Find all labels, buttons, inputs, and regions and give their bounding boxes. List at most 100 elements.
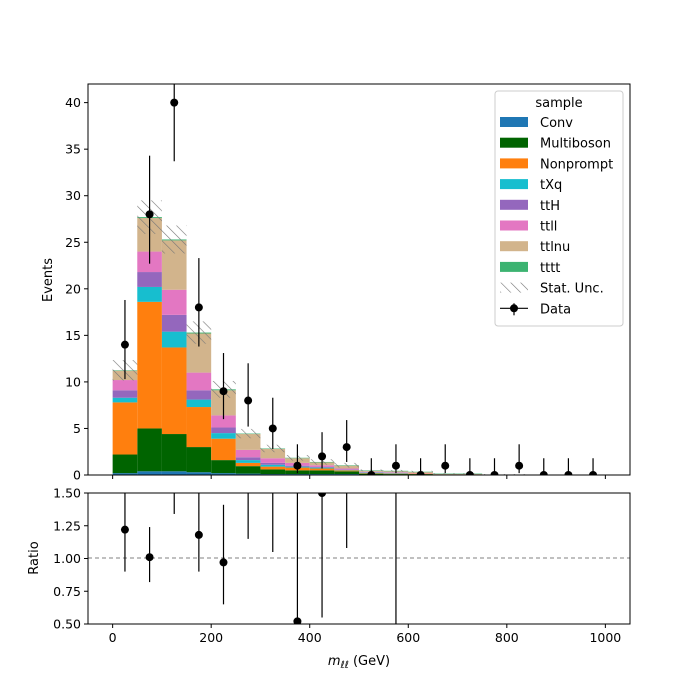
legend-title: sample <box>535 96 582 111</box>
data-point-5 <box>244 396 253 405</box>
y-tick-label-10: 10 <box>65 374 81 389</box>
x-axis-label-unit: (GeV) <box>349 654 390 669</box>
bar-multiboson-9 <box>334 471 359 475</box>
legend-swatch-nonprompt <box>500 158 528 169</box>
main-y-axis: 0 5 10 15 20 25 30 35 40 <box>65 95 88 483</box>
bar-txq-6 <box>260 464 286 467</box>
bar-multiboson-0 <box>112 454 138 474</box>
y-tick-label-5: 5 <box>73 421 81 436</box>
stacked-bars <box>112 217 532 475</box>
legend-label-conv: Conv <box>540 116 573 131</box>
legend-swatch-stat-unc <box>500 282 528 293</box>
bar-ttll-9 <box>334 468 359 470</box>
data-point-11 <box>391 461 400 470</box>
stat-unc-band-9 <box>334 462 359 468</box>
ratio-point-0 <box>120 525 129 534</box>
bar-ttlnu-6 <box>260 448 286 459</box>
x-axis-label-base: m <box>328 654 341 669</box>
y-tick-label-40: 40 <box>65 95 81 110</box>
bar-nonprompt-8 <box>309 468 335 471</box>
bar-conv-2 <box>161 471 187 475</box>
data-point-4 <box>219 387 228 396</box>
bar-nonprompt-0 <box>112 402 138 455</box>
legend: sample Conv Multiboson Nonprompt tXq ttH ttll… <box>494 90 624 327</box>
ratio-point-2 <box>170 482 178 490</box>
data-point-3 <box>194 303 203 312</box>
bar-txq-0 <box>112 397 138 403</box>
x-axis-label-subscript: ℓℓ <box>341 660 349 671</box>
x-tick-label-1000: 1000 <box>589 630 621 645</box>
y-tick-label-15: 15 <box>65 328 81 343</box>
legend-swatch-ttll <box>500 220 528 231</box>
x-tick-label-200: 200 <box>199 630 223 645</box>
legend-swatch-tth <box>500 199 528 210</box>
bar-tth-4 <box>211 427 236 434</box>
data-point-14 <box>465 471 474 475</box>
ratio-x-axis: 0 200 400 600 800 1000 <box>109 624 621 645</box>
bar-ttll-4 <box>211 415 236 428</box>
bar-multiboson-6 <box>260 469 286 475</box>
bar-nonprompt-6 <box>260 466 286 470</box>
bar-multiboson-1 <box>137 428 162 472</box>
data-points <box>120 84 598 475</box>
ratio-y-axis: 0.50 0.75 1.00 1.25 1.50 <box>53 486 88 632</box>
ratio-plot-frame <box>87 492 631 625</box>
ratio-y-axis-label: Ratio <box>27 541 42 574</box>
bar-ttll-5 <box>235 449 261 458</box>
legend-label-tttt: tttt <box>540 261 560 276</box>
legend-swatch-tttt <box>500 261 528 272</box>
stat-unc-band-13 <box>432 473 458 475</box>
bar-txq-4 <box>211 433 236 439</box>
data-point-7 <box>293 461 302 470</box>
ratio-point-8 <box>318 493 327 497</box>
bar-txq-1 <box>137 286 162 302</box>
data-point-10 <box>367 471 376 475</box>
y-tick-label-25: 25 <box>65 235 81 250</box>
bar-ttll-6 <box>260 458 286 463</box>
ratio-point-3 <box>194 530 203 539</box>
data-point-19 <box>589 471 598 475</box>
ratio-y-tick-label-1.50: 1.50 <box>53 486 81 501</box>
bar-conv-3 <box>186 472 212 475</box>
data-point-15 <box>490 471 499 475</box>
ratio-y-tick-label-0.75: 0.75 <box>53 584 81 599</box>
data-point-16 <box>515 461 524 470</box>
legend-swatch-conv <box>500 117 528 127</box>
bar-ttll-2 <box>161 289 187 315</box>
stat-unc-band-5 <box>235 428 261 439</box>
legend-label-stat-unc: Stat. Unc. <box>540 282 604 297</box>
bar-nonprompt-9 <box>334 470 359 472</box>
bar-multiboson-8 <box>309 470 335 475</box>
y-tick-label-0: 0 <box>73 468 81 483</box>
bar-ttll-3 <box>186 372 212 391</box>
data-point-0 <box>120 340 129 349</box>
legend-label-tth: ttH <box>540 199 560 214</box>
legend-label-ttll: ttll <box>540 220 557 235</box>
data-point-18 <box>564 471 573 475</box>
bar-tth-3 <box>186 390 212 400</box>
ratio-point-4 <box>219 558 228 567</box>
bar-nonprompt-3 <box>186 407 212 448</box>
bar-conv-4 <box>211 473 236 475</box>
bar-nonprompt-1 <box>137 301 162 429</box>
bar-tth-5 <box>235 457 261 461</box>
legend-data-marker <box>510 304 518 313</box>
x-axis-label: mℓℓ (GeV) <box>328 654 390 671</box>
bar-conv-0 <box>112 473 138 475</box>
x-tick-label-400: 400 <box>298 630 322 645</box>
main-x-ticks <box>112 475 606 479</box>
bar-txq-3 <box>186 399 212 408</box>
bar-tth-1 <box>137 272 162 287</box>
bar-tth-0 <box>112 390 138 398</box>
data-point-8 <box>318 452 327 461</box>
bar-multiboson-3 <box>186 447 212 473</box>
bar-tth-2 <box>161 314 187 332</box>
data-point-2 <box>170 98 179 107</box>
y-tick-label-35: 35 <box>65 142 81 157</box>
legend-swatch-ttlnu <box>500 241 528 252</box>
legend-swatch-multiboson <box>500 137 528 148</box>
y-tick-label-20: 20 <box>65 281 81 296</box>
main-y-axis-label: Events <box>41 258 56 302</box>
legend-swatch-txq <box>500 179 528 190</box>
